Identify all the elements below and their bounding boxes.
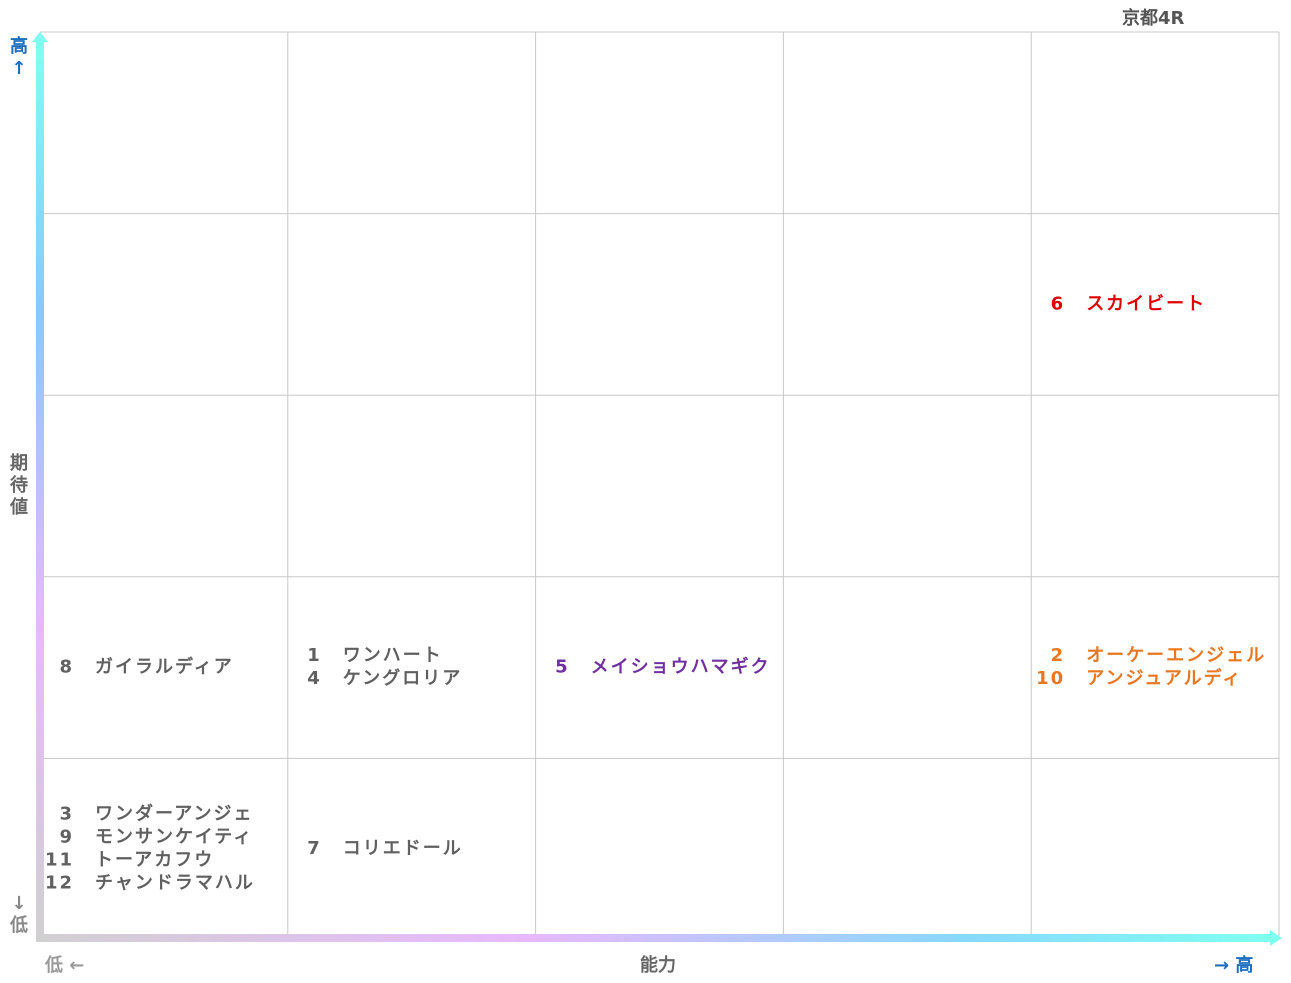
x-axis-bar <box>36 934 1272 942</box>
entry-number: 10 <box>1036 668 1065 689</box>
y-label: 期待値 <box>10 453 28 518</box>
entry-name: ガイラルディア <box>95 656 234 678</box>
entry-name: オーケーエンジェル <box>1086 645 1266 666</box>
entry-number: 5 <box>555 657 570 678</box>
entry-name: メイショウハマギク <box>591 657 771 678</box>
entry-number: 8 <box>59 657 74 678</box>
x-high: → 高 <box>1214 955 1254 976</box>
entry-name: スカイビート <box>1086 293 1206 314</box>
title: 京都4R <box>1122 8 1185 29</box>
entry-number: 2 <box>1051 645 1066 666</box>
entry-number: 7 <box>307 838 322 859</box>
entry-number: 11 <box>45 850 74 871</box>
entry-number: 9 <box>59 827 74 848</box>
entry-name: チャンドラマハル <box>95 873 255 894</box>
entry-name: ワンダーアンジェ <box>95 803 254 825</box>
entry-number: 1 <box>307 645 322 666</box>
entry-number: 12 <box>45 873 74 894</box>
entry-name: アンジュアルディ <box>1086 667 1242 689</box>
x-label: 能力 <box>640 955 676 976</box>
y-high: 高↑ <box>10 36 28 79</box>
y-axis-bar <box>36 40 44 942</box>
entry-number: 6 <box>1051 293 1066 314</box>
entry-name: ケングロリア <box>343 667 462 689</box>
x-low: 低 ← <box>45 955 85 976</box>
entry-name: モンサンケイティ <box>95 827 253 848</box>
y-low: ↓低 <box>10 893 28 936</box>
entry-name: トーアカフウ <box>95 850 214 871</box>
entry-name: ワンハート <box>343 645 443 666</box>
x-arrow <box>1270 930 1282 946</box>
entry-name: コリエドール <box>343 838 463 859</box>
entry-number: 4 <box>307 668 322 689</box>
y-arrow <box>32 32 48 42</box>
entry-number: 3 <box>59 804 74 825</box>
